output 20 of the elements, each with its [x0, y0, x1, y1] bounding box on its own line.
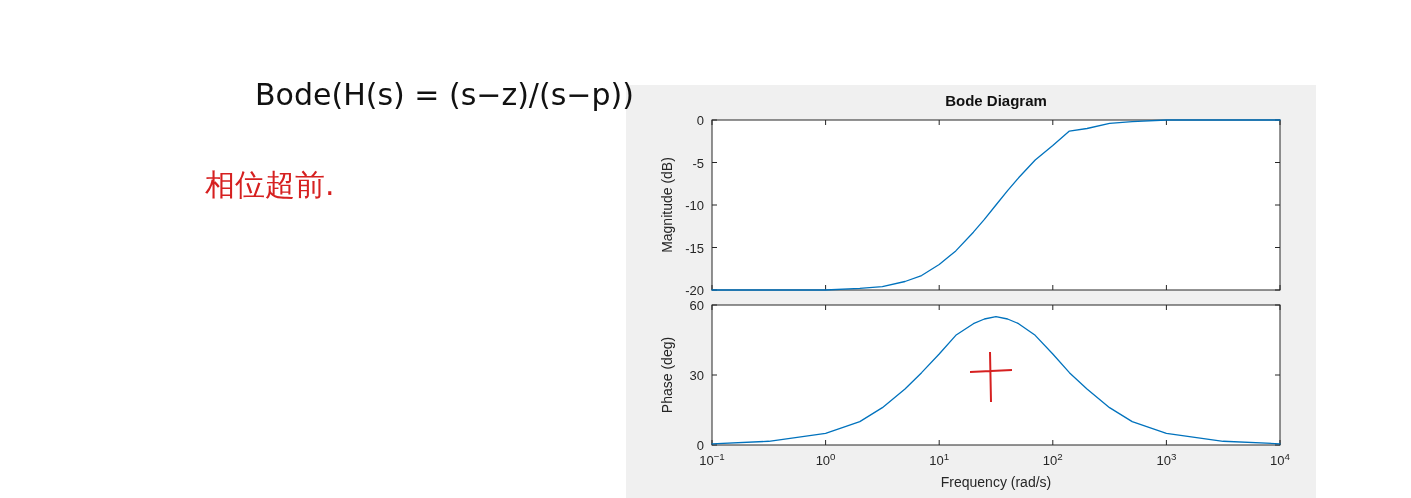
y-tick-label: -10	[685, 198, 704, 213]
x-tick-label: 10$^{4}$	[1270, 450, 1291, 468]
y-tick-label: 60	[689, 298, 704, 313]
chart-title: Bode Diagram	[945, 92, 1047, 109]
x-tick-label: 10$^{−1}$	[699, 450, 725, 468]
x-tick-label: 10$^{2}$	[1042, 450, 1063, 468]
y-axis-title: Magnitude (dB)	[659, 157, 675, 253]
y-tick-label: 0	[696, 438, 704, 453]
x-axis-title: Frequency (rad/s)	[940, 474, 1052, 490]
y-axis-title: Phase (deg)	[659, 336, 675, 414]
text: Bode(H(s) = (s−z)/(s−p))	[255, 77, 634, 112]
y-tick-label: -20	[685, 283, 704, 298]
x-tick-label: 10$^{1}$	[929, 450, 950, 468]
x-tick-label: 10$^{0}$	[815, 450, 837, 468]
y-tick-label: -5	[692, 155, 704, 171]
y-tick-label: 30	[689, 368, 704, 383]
text: 相位超前.	[205, 167, 335, 202]
y-tick-label: 0	[696, 113, 704, 128]
y-tick-label: -15	[685, 240, 704, 256]
x-tick-label: 10$^{3}$	[1156, 450, 1177, 468]
